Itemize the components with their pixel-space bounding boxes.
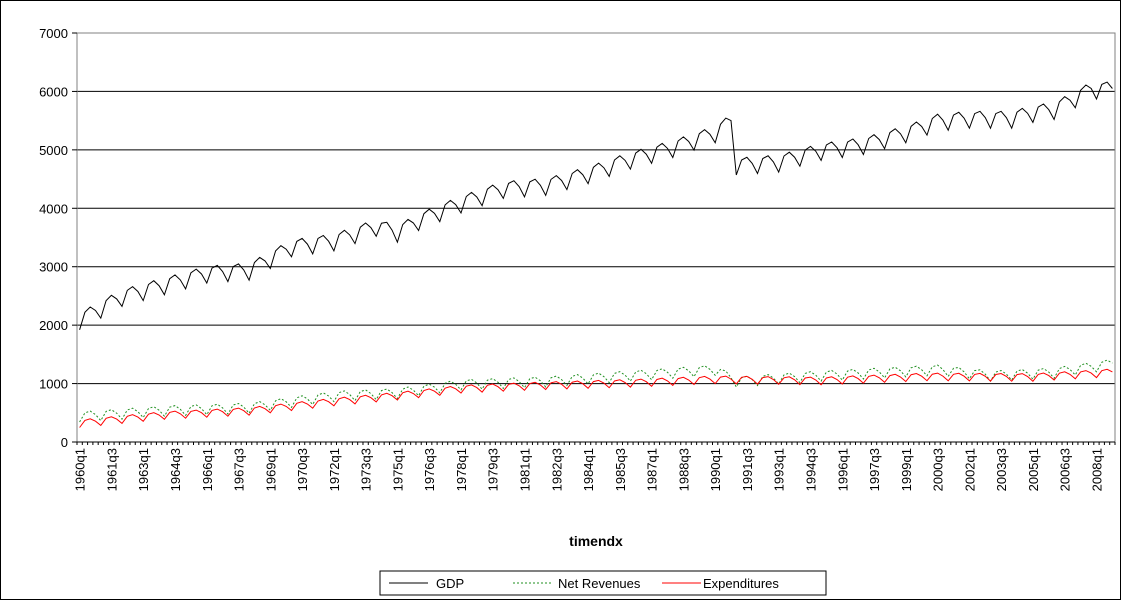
x-tick-label: 2005q1: [1026, 448, 1041, 491]
x-tick-label: 1982q3: [549, 448, 564, 491]
y-tick-label: 7000: [39, 26, 68, 41]
x-tick-label: 1979q3: [486, 448, 501, 491]
x-tick-label: 1970q3: [295, 448, 310, 491]
legend: GDP Net Revenues Expenditures: [379, 570, 827, 596]
x-tick-label: 1972q1: [327, 448, 342, 491]
legend-label: Net Revenues: [558, 576, 641, 591]
x-tick-label: 1987q1: [645, 448, 660, 491]
x-tick-label: 1981q1: [518, 448, 533, 491]
x-tick-label: 1961q3: [104, 448, 119, 491]
legend-label: GDP: [436, 576, 464, 591]
y-tick-label: 2000: [39, 318, 68, 333]
x-tick-label: 2000q3: [931, 448, 946, 491]
x-tick-label: 1976q3: [422, 448, 437, 491]
x-tick-label: 1994q3: [803, 448, 818, 491]
x-tick-label: 1991q3: [740, 448, 755, 491]
x-axis-ticks: 1960q1 1961q3 1963q1 1964q3 1966q1 1967q3 1969…: [73, 441, 1116, 491]
gridlines: [77, 90, 1115, 385]
x-tick-label: 2003q3: [994, 448, 1009, 491]
y-tick-label: 5000: [39, 143, 68, 158]
x-tick-label: 2008q1: [1089, 448, 1104, 491]
x-tick-label: 1988q3: [676, 448, 691, 491]
x-tick-label: 1984q1: [581, 448, 596, 491]
x-tick-label: 1975q1: [390, 448, 405, 491]
x-tick-label: 1963q1: [136, 448, 151, 491]
x-tick-label: 1964q3: [168, 448, 183, 491]
series-line-net-revenues: [79, 359, 1113, 423]
y-tick-label: 3000: [39, 260, 68, 275]
x-tick-label: 1985q3: [613, 448, 628, 491]
x-tick-label: 1993q1: [772, 448, 787, 491]
x-tick-label: 1966q1: [200, 448, 215, 491]
y-tick-label: 1000: [39, 377, 68, 392]
series-line-expenditures: [79, 368, 1113, 428]
x-tick-label: 1978q1: [454, 448, 469, 491]
y-tick-label: 6000: [39, 84, 68, 99]
legend-box: [379, 570, 827, 596]
x-tick-label: 1999q1: [899, 448, 914, 491]
series-lines: [79, 81, 1113, 428]
legend-label: Expenditures: [703, 576, 779, 591]
y-tick-label: 0: [61, 435, 68, 450]
x-tick-label: 1996q1: [835, 448, 850, 491]
y-axis-ticks: 0 1000 2000 3000 4000 5000 6000 7000: [39, 26, 77, 450]
x-tick-label: 1990q1: [708, 448, 723, 491]
x-tick-label: 1997q3: [867, 448, 882, 491]
x-axis-title: timendx: [569, 533, 623, 549]
x-tick-label: 2002q1: [962, 448, 977, 491]
x-tick-label: 1967q3: [232, 448, 247, 491]
x-tick-label: 1960q1: [73, 448, 88, 491]
x-tick-label: 2006q3: [1058, 448, 1073, 491]
y-tick-label: 4000: [39, 201, 68, 216]
x-tick-label: 1973q3: [359, 448, 374, 491]
x-tick-label: 1969q1: [263, 448, 278, 491]
series-line-gdp: [79, 81, 1113, 330]
